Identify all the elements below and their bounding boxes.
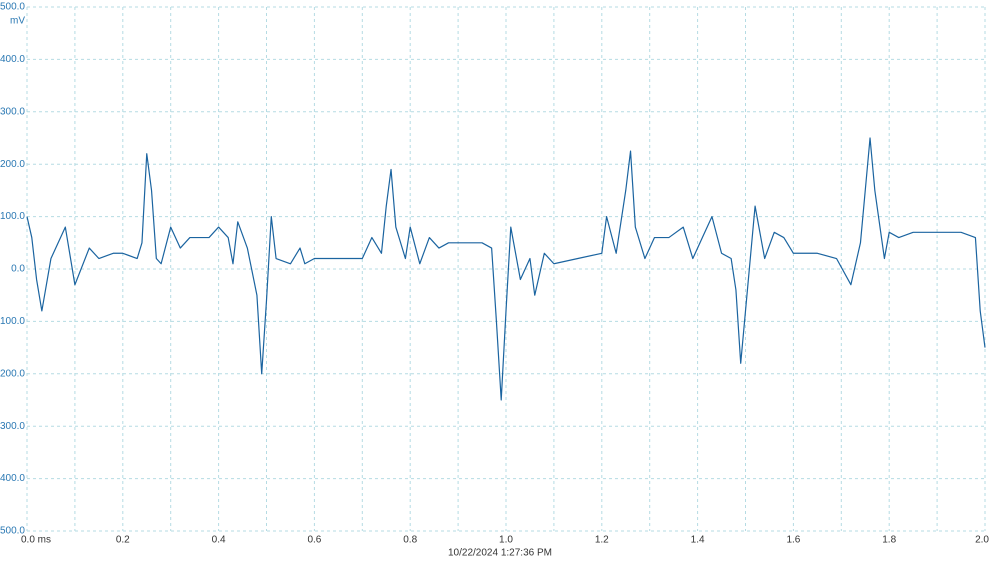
x-tick-label: 1.6 [786,535,800,546]
x-tick-label: 1.8 [882,535,896,546]
y-tick-label: -400.0 [0,473,25,484]
timestamp: 10/22/2024 1:27:36 PM [448,548,552,559]
y-tick-label: 300.0 [0,106,25,117]
y-tick-label: -500.0 [0,526,25,537]
y-unit: mV [10,16,25,27]
signal-line [26,137,986,401]
x-tick-label: 0.8 [403,535,417,546]
y-tick-label: 500.0 [0,2,25,13]
x-tick-label: 0.6 [307,535,321,546]
x-tick-label: 2.0 [975,535,989,546]
y-tick-label: -100.0 [0,316,25,327]
x-tick-label: 1.4 [691,535,705,546]
x-tick-label: 1.2 [595,535,609,546]
x-tick-label: 1.0 [499,535,513,546]
x-tick-label: 0.0 ms [21,535,51,546]
y-tick-label: 400.0 [0,54,25,65]
y-tick-label: 0.0 [11,264,25,275]
x-tick-label: 0.2 [116,535,130,546]
x-tick-label: 0.4 [212,535,226,546]
y-tick-label: -200.0 [0,368,25,379]
y-tick-label: 200.0 [0,159,25,170]
y-tick-label: -300.0 [0,421,25,432]
y-tick-label: 100.0 [0,211,25,222]
